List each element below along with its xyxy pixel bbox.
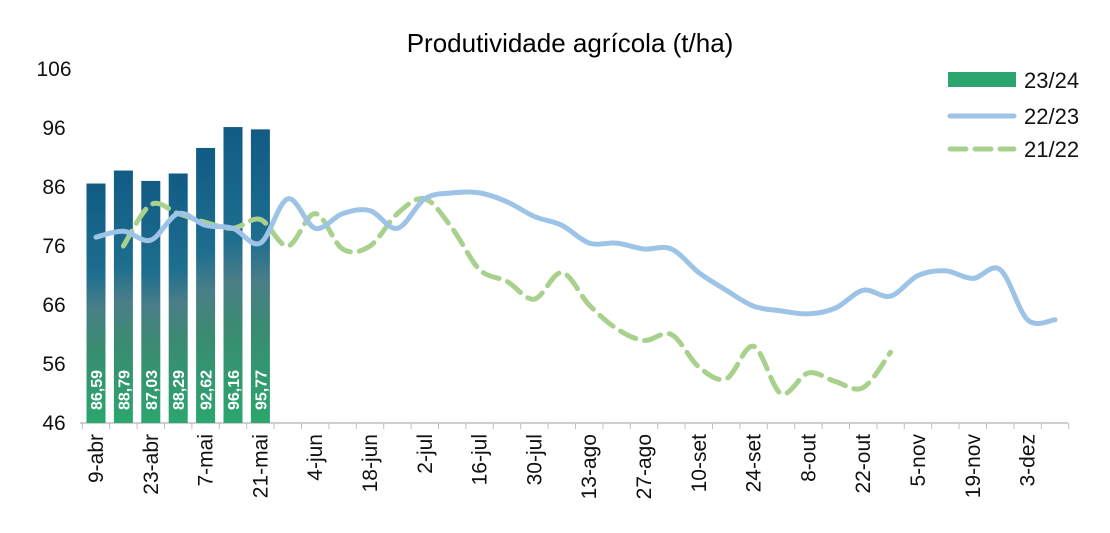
bar-data-label: 88,29 <box>171 370 188 410</box>
x-tick-label: 22-out <box>852 434 875 494</box>
bar-data-label: 95,77 <box>253 370 270 410</box>
chart-title: Produtividade agrícola (t/ha) <box>407 28 734 58</box>
bar-series-23-24 <box>86 127 270 423</box>
y-tick-label: 46 <box>42 412 65 435</box>
x-tick-label: 5-nov <box>907 434 930 487</box>
x-tick-label: 23-abr <box>140 434 163 495</box>
x-tick-label: 8-out <box>797 434 820 482</box>
bar <box>223 127 243 423</box>
x-tick-label: 13-ago <box>578 434 601 499</box>
bar-data-label: 87,03 <box>144 370 161 410</box>
x-tick-label: 30-jul <box>523 434 546 485</box>
bar <box>168 173 188 423</box>
x-axis-tickmarks <box>81 423 1070 429</box>
legend-label-23-24: 23/24 <box>1024 68 1079 93</box>
bar <box>196 147 216 423</box>
bar-data-label: 92,62 <box>199 370 216 410</box>
legend-swatch-23-24 <box>948 72 1016 87</box>
bar-data-label: 86,59 <box>89 370 106 410</box>
x-tick-label: 19-nov <box>962 434 985 499</box>
legend: 23/24 22/23 21/22 <box>947 68 1079 162</box>
bar-data-label: 96,16 <box>226 370 243 410</box>
bar-labels: 86,59 88,79 87,03 88,29 92,62 96,16 95,77 <box>89 370 270 410</box>
x-tick-label: 24-set <box>743 434 766 493</box>
x-tick-label: 2-jul <box>414 434 437 474</box>
x-tick-label: 21-mai <box>249 434 272 498</box>
x-tick-label: 9-abr <box>85 434 108 483</box>
x-tick-label: 7-mai <box>195 434 218 487</box>
legend-label-22-23: 22/23 <box>1024 104 1079 129</box>
line-series-21-22 <box>120 195 894 397</box>
y-tick-label: 66 <box>42 294 65 317</box>
bar <box>86 183 106 423</box>
y-tick-label: 96 <box>42 117 65 140</box>
bar-data-label: 88,79 <box>116 370 133 410</box>
x-tick-label: 3-dez <box>1017 434 1040 487</box>
x-tick-label: 18-jun <box>359 434 382 492</box>
x-tick-label: 4-jun <box>304 434 327 481</box>
bar <box>250 129 270 423</box>
y-tick-label: 86 <box>42 176 65 199</box>
x-axis-ticks: 9-abr 23-abr 7-mai 21-mai 4-jun 18-jun 2-jul 16… <box>85 434 1040 500</box>
y-axis-ticks: 106 96 86 76 66 56 46 <box>36 58 71 435</box>
line-series-22-23 <box>93 189 1058 326</box>
x-tick-label: 27-ago <box>633 434 656 499</box>
y-tick-label: 76 <box>42 235 65 258</box>
y-tick-label: 56 <box>42 353 65 376</box>
x-tick-label: 10-set <box>688 434 711 493</box>
y-tick-label: 106 <box>36 58 71 81</box>
line-series <box>93 189 1058 397</box>
x-tick-label: 16-jul <box>469 434 492 485</box>
legend-label-21-22: 21/22 <box>1024 137 1079 162</box>
